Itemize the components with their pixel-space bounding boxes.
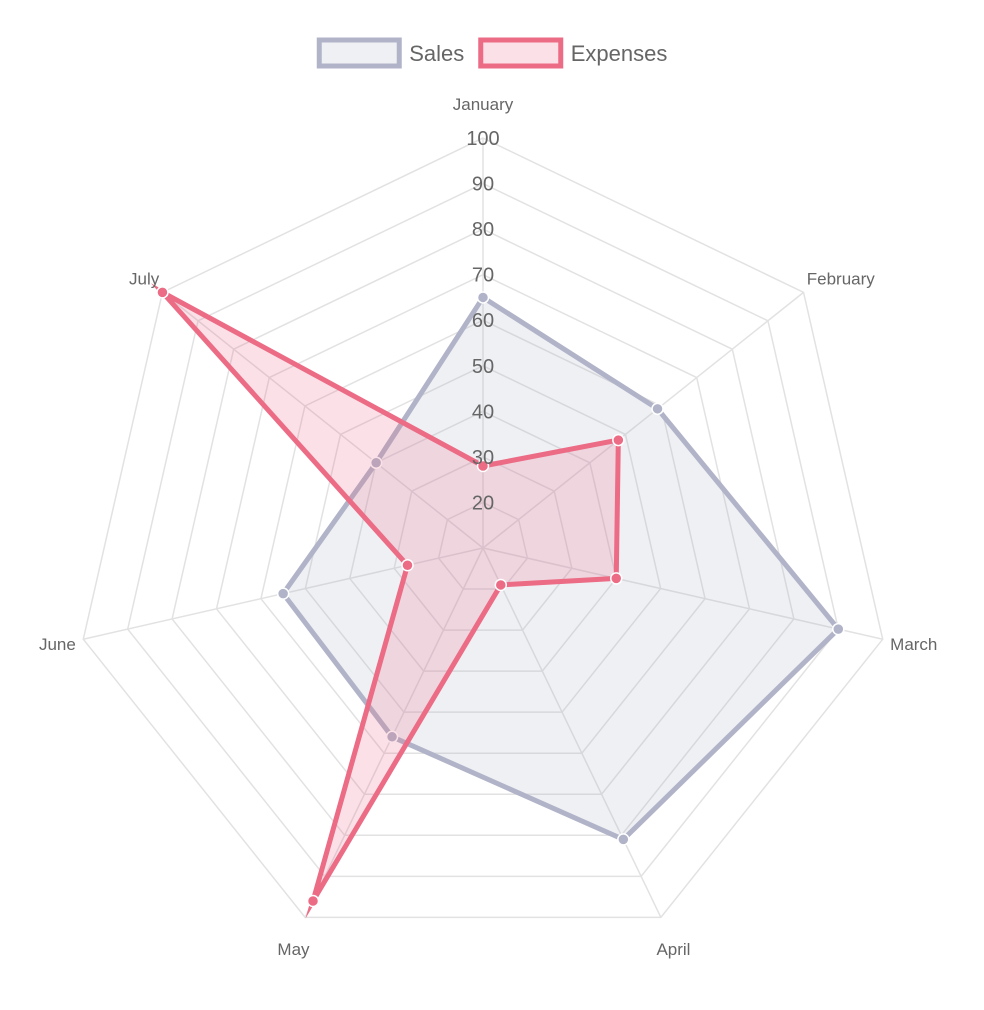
grid-ring — [348, 410, 618, 672]
angle-line — [482, 291, 805, 549]
tick-label: 100 — [466, 128, 499, 150]
series-expenses-point-february[interactable] — [612, 433, 625, 447]
legend-item-sales[interactable]: Sales — [316, 37, 464, 69]
series-expenses-point-march[interactable] — [609, 572, 623, 585]
tick-label: 70 — [472, 265, 494, 287]
grid-ring — [82, 137, 884, 919]
tick-labels: 20 30 40 50 60 70 80 90 100 — [466, 128, 499, 514]
legend-label-sales: Sales — [409, 41, 464, 66]
grid-ring — [304, 364, 662, 713]
series-expenses — [150, 283, 625, 919]
axis-label-march: March — [890, 635, 937, 654]
angle-line — [482, 547, 883, 640]
tick-label: 90 — [472, 174, 494, 196]
series-expenses-point-june[interactable] — [401, 558, 414, 572]
legend-label-expenses: Expenses — [571, 41, 668, 66]
series-sales-point-april[interactable] — [617, 833, 630, 846]
axis-label-june: June — [39, 635, 76, 654]
series-sales-point-july[interactable] — [369, 456, 383, 470]
series-sales-point-june[interactable] — [276, 587, 290, 600]
angle-line — [482, 547, 662, 918]
grid-ring — [260, 319, 706, 754]
grid-ring — [171, 228, 795, 837]
grid-ring — [437, 501, 529, 590]
axis-label-july: July — [129, 270, 160, 289]
series-expenses-point-july[interactable] — [156, 286, 169, 299]
series-sales-point-may[interactable] — [385, 730, 399, 744]
grid-ring — [393, 456, 573, 631]
series-sales-point-january[interactable] — [476, 291, 490, 304]
tick-label: 30 — [472, 447, 494, 469]
angle-line — [161, 291, 484, 549]
grid-ring — [215, 273, 751, 796]
axis-label-january: January — [453, 95, 514, 114]
grid-ring — [126, 182, 840, 878]
legend: Sales Expenses — [316, 37, 668, 69]
tick-label: 80 — [472, 219, 494, 241]
legend-swatch-sales — [316, 37, 402, 69]
axis-labels: January February March April May June July — [39, 95, 937, 959]
axis-label-february: February — [807, 270, 876, 289]
series-expenses-point-may[interactable] — [306, 894, 320, 908]
tick-label: 40 — [472, 401, 494, 423]
series-layer — [150, 283, 845, 919]
legend-item-expenses[interactable]: Expenses — [478, 37, 668, 69]
series-sales-point-march[interactable] — [832, 622, 845, 636]
series-expenses-point-april[interactable] — [494, 578, 508, 592]
tick-label: 20 — [472, 492, 494, 514]
axis-label-april: April — [656, 940, 690, 959]
axis-label-may: May — [277, 940, 310, 959]
tick-label: 50 — [472, 356, 494, 378]
series-expenses-point-january[interactable] — [476, 459, 490, 473]
tick-label: 60 — [472, 310, 494, 332]
series-expenses-area — [150, 283, 621, 919]
series-sales-point-february[interactable] — [651, 402, 664, 416]
legend-swatch-expenses — [478, 37, 564, 69]
